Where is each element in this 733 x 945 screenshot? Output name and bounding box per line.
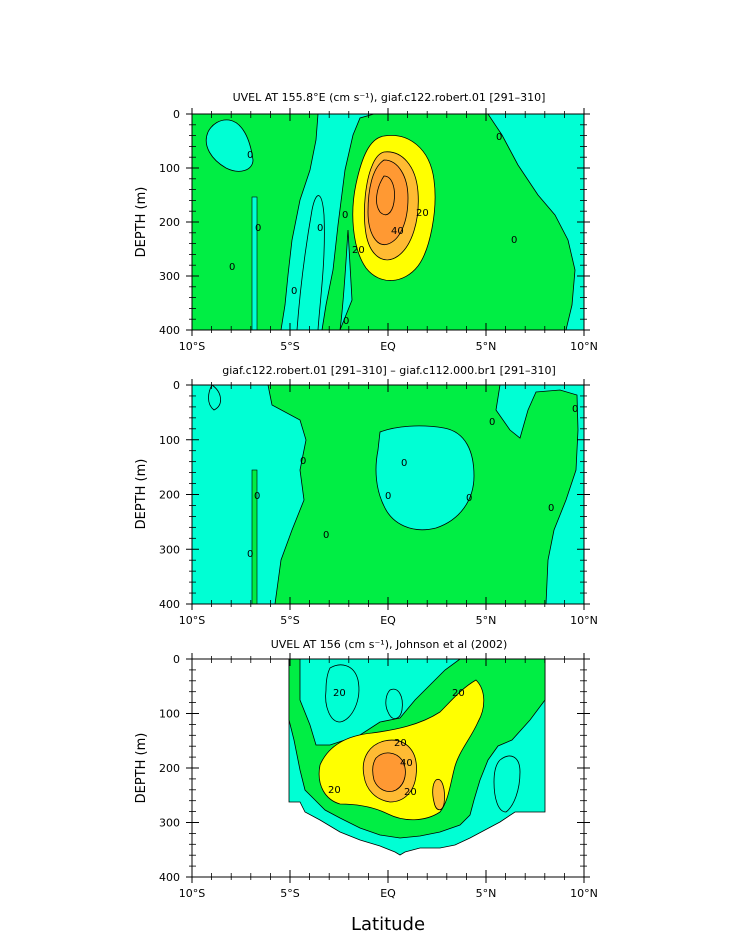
- contour-40: [367, 159, 409, 245]
- contour-30: [432, 778, 445, 811]
- negative-flow-region: [296, 195, 325, 331]
- contour-label: 20: [352, 245, 365, 256]
- x-tick-label: 5°N: [476, 340, 497, 353]
- contour-label: 20: [416, 208, 429, 219]
- contour-label: 0: [317, 223, 323, 234]
- contour-label: 20: [328, 785, 341, 796]
- panel-2-axes: 10°S 5°S EQ 5°N 10°N 0 100 200 300 400: [159, 379, 598, 627]
- contour-label: 0: [572, 404, 578, 415]
- x-tick-label: 5°S: [280, 614, 299, 627]
- contour-label: 0: [229, 262, 235, 273]
- y-tick-label: 400: [159, 598, 180, 611]
- x-tick-label: 10°N: [570, 340, 598, 353]
- contour-label: 0: [548, 503, 554, 514]
- x-tick-label: EQ: [380, 340, 396, 353]
- contour-label: 0: [300, 456, 306, 467]
- panel-3-contour-labels: 20 20 20 20 20 40: [328, 688, 465, 798]
- negative-flow-region: [339, 229, 353, 331]
- x-tick-label: 5°S: [280, 887, 299, 900]
- y-tick-label: 100: [159, 708, 180, 721]
- negative-flow-region: [493, 755, 521, 813]
- contour-50: [376, 175, 395, 216]
- y-tick-label: 0: [173, 379, 180, 392]
- contour-label: 20: [333, 688, 346, 699]
- panel-2-ylabel: DEPTH (m): [134, 459, 149, 530]
- contour-label: 0: [343, 316, 349, 327]
- panel-1-contour-labels: 0 0 0 0 0 0 0 0 0 20 20 40: [229, 132, 517, 327]
- panel-1-ylabel: DEPTH (m): [134, 187, 149, 258]
- contour-label: 0: [385, 491, 391, 502]
- x-tick-label: 10°N: [570, 887, 598, 900]
- contour-label: 40: [400, 758, 413, 769]
- panel-3: UVEL AT 156 (cm s⁻¹), Johnson et al (200…: [134, 638, 598, 900]
- panel-3-ylabel: DEPTH (m): [134, 733, 149, 804]
- panel-1: UVEL AT 155.8°E (cm s⁻¹), giaf.c122.robe…: [134, 91, 598, 353]
- y-tick-label: 0: [173, 108, 180, 121]
- y-tick-label: 200: [159, 216, 180, 229]
- y-tick-label: 100: [159, 434, 180, 447]
- y-tick-label: 400: [159, 871, 180, 884]
- y-tick-label: 400: [159, 324, 180, 337]
- contour-label: 0: [247, 150, 253, 161]
- y-tick-label: 100: [159, 162, 180, 175]
- contour-label: 20: [394, 738, 407, 749]
- contour-label: 40: [391, 226, 404, 237]
- x-tick-label: EQ: [380, 887, 396, 900]
- negative-flow-region: [385, 688, 403, 719]
- panel-1-title: UVEL AT 155.8°E (cm s⁻¹), giaf.c122.robe…: [233, 91, 546, 104]
- contour-label: 0: [254, 491, 260, 502]
- panel-3-axes: 10°S 5°S EQ 5°N 10°N 0 100 200 300 400: [159, 653, 598, 900]
- y-tick-label: 200: [159, 762, 180, 775]
- contour-label: 0: [255, 223, 261, 234]
- contour-label: 0: [342, 210, 348, 221]
- y-tick-label: 300: [159, 817, 180, 830]
- x-tick-label: 10°S: [179, 887, 205, 900]
- contour-label: 20: [404, 787, 417, 798]
- x-tick-label: 10°S: [179, 614, 205, 627]
- x-tick-label: 10°S: [179, 340, 205, 353]
- panel-2-field: [192, 384, 584, 605]
- contour-label: 0: [323, 530, 329, 541]
- x-tick-label: 5°N: [476, 887, 497, 900]
- contour-label: 20: [452, 688, 465, 699]
- y-tick-label: 200: [159, 489, 180, 502]
- contour-label: 0: [496, 132, 502, 143]
- contour-label: 0: [511, 235, 517, 246]
- contour-label: 0: [489, 417, 495, 428]
- panel-2: giaf.c122.robert.01 [291–310] – giaf.c11…: [134, 364, 598, 627]
- negative-flow-strip: [251, 196, 258, 331]
- x-tick-label: EQ: [380, 614, 396, 627]
- x-tick-label: 5°N: [476, 614, 497, 627]
- figure-xlabel: Latitude: [351, 914, 425, 935]
- negative-flow-region: [205, 119, 254, 172]
- contour-label: 0: [466, 493, 472, 504]
- contour-40: [372, 752, 406, 792]
- contour-label: 0: [291, 286, 297, 297]
- panel-1-field: [191, 113, 584, 331]
- negative-flow-region: [208, 384, 221, 411]
- panel-3-title: UVEL AT 156 (cm s⁻¹), Johnson et al (200…: [271, 638, 508, 651]
- y-tick-label: 0: [173, 653, 180, 666]
- panel-2-title: giaf.c122.robert.01 [291–310] – giaf.c11…: [222, 364, 556, 377]
- panel-2-contour-labels: 0 0 0 0 0 0 0 0 0 0: [247, 404, 578, 560]
- panel-3-field: [288, 658, 546, 856]
- x-tick-label: 10°N: [570, 614, 598, 627]
- contour-label: 0: [401, 458, 407, 469]
- negative-flow-region: [375, 425, 475, 531]
- x-tick-label: 5°S: [280, 340, 299, 353]
- contour-label: 0: [247, 549, 253, 560]
- y-tick-label: 300: [159, 543, 180, 556]
- negative-flow-region: [325, 664, 360, 723]
- y-tick-label: 300: [159, 270, 180, 283]
